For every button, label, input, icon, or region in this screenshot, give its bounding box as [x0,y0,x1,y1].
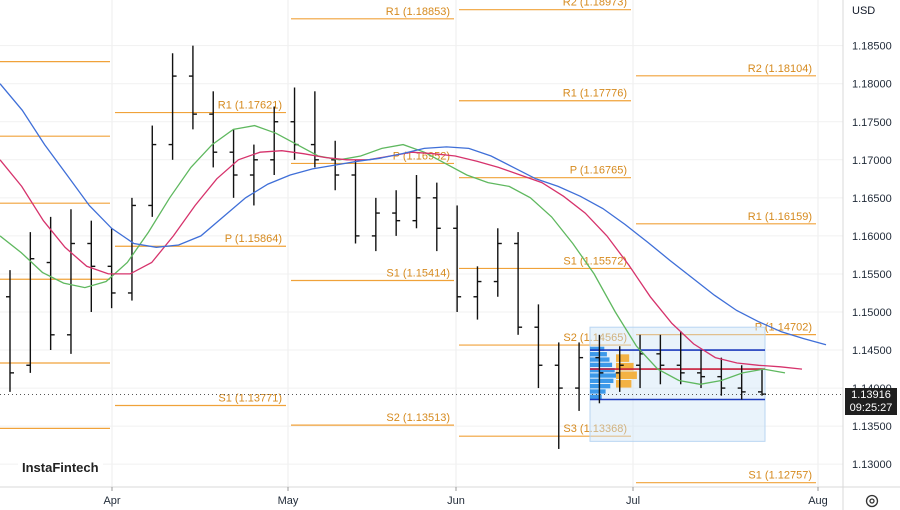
pivot-level-label: P (1.14702) [755,322,812,334]
pivot-level-label: P (1.16765) [570,165,627,177]
volume-profile-row [590,378,614,384]
moving-average-slow [0,83,827,346]
x-axis-tick-label: Jun [447,495,465,507]
pivot-level-label: S2 (1.14565) [563,332,627,344]
currency-selector[interactable]: USD [846,2,892,20]
last-price-time: 09:25:27 [849,402,893,414]
y-axis-tick-label: 1.14500 [852,345,892,357]
pivot-level-label: R1 (1.16159) [748,211,812,223]
gear-icon [865,494,879,508]
y-axis-tick-label: 1.17000 [852,155,892,167]
volume-profile-poc-row [616,380,632,388]
y-axis-tick-label: 1.15500 [852,269,892,281]
last-price-tag: 1.13916 09:25:27 [845,388,897,415]
pivot-level-label: S1 (1.13771) [218,393,282,405]
y-axis-tick-label: 1.17500 [852,117,892,129]
x-axis-tick-label: Apr [103,495,120,507]
y-axis-tick-label: 1.16000 [852,231,892,243]
volume-profile-row [590,373,616,378]
moving-average-fast [0,124,786,385]
pivot-level-label: R1 (1.17776) [563,88,627,100]
volume-profile-poc-row [616,371,637,380]
pivot-level-label: P (1.15864) [225,233,282,245]
y-axis-tick-label: 1.16500 [852,193,892,205]
y-axis-tick-label: 1.13500 [852,421,892,433]
x-axis-tick-label: Aug [808,495,828,507]
volume-profile-poc-row [616,362,634,371]
y-axis-tick-label: 1.18500 [852,41,892,53]
volume-profile-row [590,394,602,399]
pivot-level-label: S3 (1.13368) [563,423,627,435]
last-price-value: 1.13916 [851,389,891,401]
currency-label: USD [852,5,876,17]
volume-profile-row [590,362,613,368]
pivot-level-label: R2 (1.18973) [563,0,627,9]
y-axis-tick-label: 1.15000 [852,307,892,319]
volume-profile-row [590,384,611,389]
volume-profile-row [590,346,605,352]
volume-profile-row [590,389,606,394]
pivot-level-label: S1 (1.12757) [748,470,812,482]
settings-button[interactable] [864,493,880,509]
watermark-logo: InstaFintech [18,458,103,477]
x-axis-tick-label: Jul [626,495,640,507]
y-axis-tick-label: 1.18000 [852,79,892,91]
pivot-level-label: S2 (1.13513) [386,412,450,424]
pivot-level-label: S1 (1.15414) [386,267,450,279]
pivot-level-label: R1 (1.17621) [218,100,282,112]
y-axis-tick-label: 1.13000 [852,459,892,471]
pivot-level-label: R1 (1.18853) [386,6,450,18]
volume-profile-poc-row [616,354,630,362]
pivot-level-label: R2 (1.18104) [748,63,812,75]
volume-profile-row [590,368,615,373]
x-axis-tick-label: May [278,495,299,507]
pivot-level-label: S1 (1.15572) [563,255,627,267]
volume-profile-row [590,352,607,357]
